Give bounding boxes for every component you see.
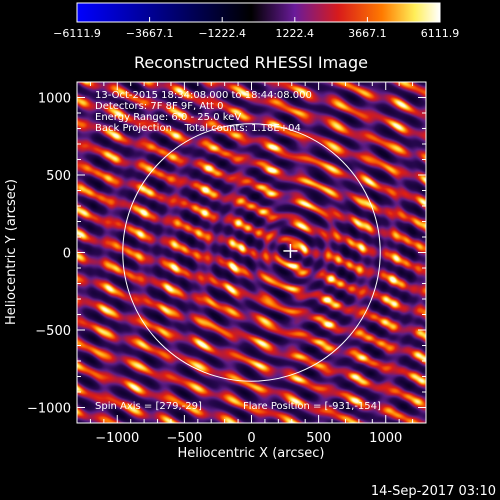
x-axis-label: Heliocentric X (arcsec): [178, 446, 325, 461]
colorbar-tick-label: 1222.4: [276, 27, 315, 40]
render-timestamp: 14-Sep-2017 03:10: [371, 484, 496, 499]
colorbar-ticks: −6111.9 −3667.1 −1222.4 1222.4 3667.1 6111.9: [53, 17, 459, 40]
time-range-text: 13-Oct-2015 18:34:08.000 to 18:44:08.000: [95, 90, 312, 101]
x-tick-label: 500: [306, 431, 331, 446]
x-tick-label: 0: [247, 431, 255, 446]
y-tick-label: 1000: [38, 92, 71, 107]
colorbar: −6111.9 −3667.1 −1222.4 1222.4 3667.1 6111.9: [53, 2, 459, 40]
detectors-text: Detectors: 7F 8F 9F, Att 0: [95, 101, 223, 112]
solar-limb-circle: [122, 123, 381, 382]
y-tick-label: 0: [63, 247, 71, 262]
y-tick-label: 500: [46, 169, 71, 184]
x-tick-label: 1000: [369, 431, 402, 446]
y-tick-label: −500: [35, 324, 71, 339]
energy-range-text: Energy Range: 6.0 - 25.0 keV: [95, 112, 241, 123]
colorbar-tick-label: 6111.9: [421, 27, 460, 40]
y-tick-label: −1000: [27, 402, 71, 417]
chart-title: Reconstructed RHESSI Image: [134, 53, 368, 72]
colorbar-tick-label: −1222.4: [198, 27, 246, 40]
x-tick-label: −500: [167, 431, 203, 446]
colorbar-tick-label: −6111.9: [53, 27, 101, 40]
y-axis-label: Heliocentric Y (arcsec): [4, 179, 19, 325]
colorbar-gradient: [76, 2, 441, 23]
colorbar-tick-label: 3667.1: [348, 27, 387, 40]
flare-position-text: Flare Position = [-931,-154]: [243, 401, 381, 412]
axes: −1000 −500 0 500 1000 −1000 −500 0 500 1000: [27, 82, 426, 446]
plot-annotations: 13-Oct-2015 18:34:08.000 to 18:44:08.000…: [95, 90, 381, 412]
source-marker-plus: [283, 243, 298, 258]
colorbar-tick-label: −3667.1: [126, 27, 174, 40]
spin-axis-text: Spin Axis = [279,-29]: [95, 401, 202, 412]
x-tick-label: −1000: [95, 431, 139, 446]
plot-overlay: [122, 123, 381, 382]
method-counts-text: Back Projection Total counts: 1.18E+04: [95, 123, 301, 134]
